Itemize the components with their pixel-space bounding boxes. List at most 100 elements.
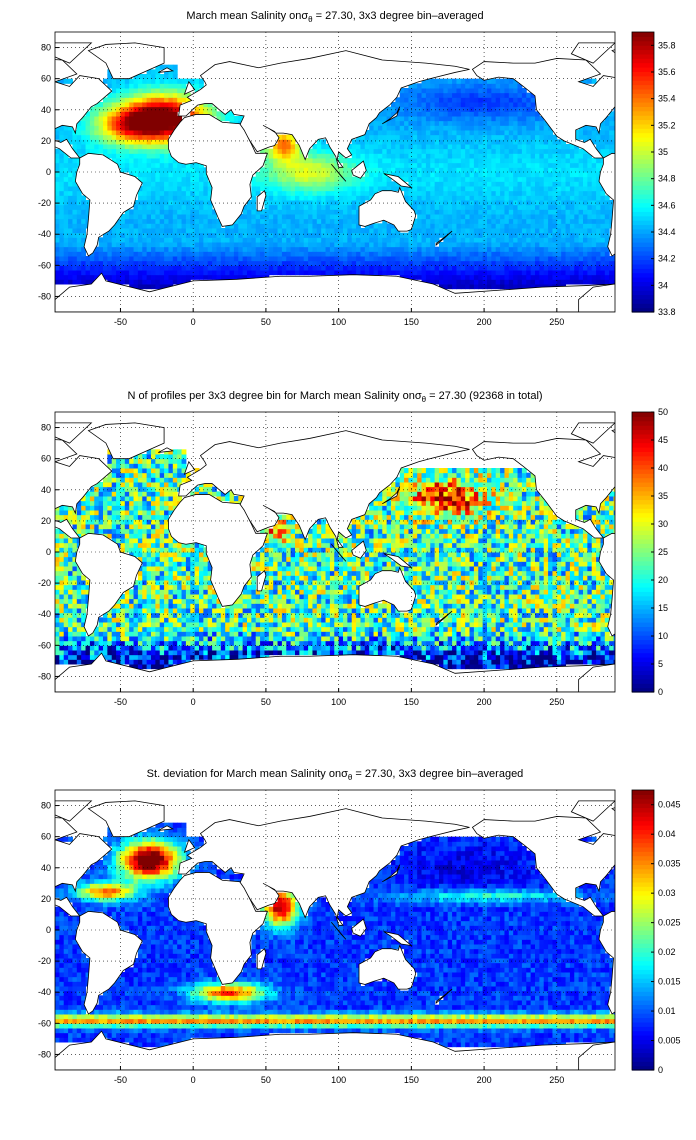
colorbar-tick-label: 5 — [658, 659, 663, 669]
y-tick-label: 0 — [46, 547, 51, 557]
y-tick-label: -80 — [38, 291, 51, 301]
coastlines — [55, 422, 615, 692]
y-tick-label: 80 — [41, 43, 51, 53]
x-tick-label: 50 — [261, 317, 271, 327]
y-tick-label: -40 — [38, 987, 51, 997]
grid-lines — [55, 790, 615, 1070]
colorbar-tick-label: 35.2 — [658, 120, 676, 130]
colorbar: 33.8 34 34.2 34.4 34.6 34.8 35 35.2 35.4 35.6 35.8 — [631, 31, 676, 317]
colorbar-tick-label: 35.4 — [658, 94, 676, 104]
colorbar-tick-label: 34 — [658, 280, 668, 290]
colorbar-tick-label: 35.6 — [658, 67, 676, 77]
colorbar-tick-label: 0.015 — [658, 977, 681, 987]
map-chart-svg: -50 0 50 100 150 200 250 -80 -60 -40 -20 0 20 40 60 80 3… — [38, 31, 676, 327]
colorbar-tick-label: 0.035 — [658, 859, 681, 869]
map-panel-3: St. deviation for March mean Salinity on… — [0, 768, 696, 1100]
x-tick-label: 0 — [191, 317, 196, 327]
x-tick-label: 100 — [331, 317, 346, 327]
y-tick-label: 40 — [41, 863, 51, 873]
y-tick-label: 80 — [41, 423, 51, 433]
colorbar-tick-label: 45 — [658, 435, 668, 445]
colorbar: 0 5 10 15 20 25 30 35 40 45 50 — [631, 407, 668, 697]
colorbar-tick-label: 34.4 — [658, 227, 676, 237]
y-tick-label: -20 — [38, 956, 51, 966]
y-tick-label: 40 — [41, 105, 51, 115]
y-tick-label: -60 — [38, 1018, 51, 1028]
y-tick-label: -60 — [38, 260, 51, 270]
colorbar-tick-label: 0.005 — [658, 1036, 681, 1046]
y-tick-label: 40 — [41, 485, 51, 495]
colorbar-tick-label: 10 — [658, 631, 668, 641]
colorbar-tick-label: 20 — [658, 575, 668, 585]
x-tick-label: 200 — [477, 1075, 492, 1085]
y-tick-label: -20 — [38, 578, 51, 588]
map-panel-2: N of profiles per 3x3 degree bin for Mar… — [0, 390, 696, 722]
grid-lines — [55, 32, 615, 312]
colorbar-tick-label: 0.04 — [658, 829, 676, 839]
colorbar-tick-label: 34.6 — [658, 200, 676, 210]
y-tick-label: -40 — [38, 609, 51, 619]
colorbar-tick-label: 0.045 — [658, 800, 681, 810]
colorbar-tick-label: 0.025 — [658, 918, 681, 928]
x-tick-label: 150 — [404, 697, 419, 707]
map-panel-1: March mean Salinity onσθ = 27.30, 3x3 de… — [0, 10, 696, 342]
x-tick-label: -50 — [114, 1075, 127, 1085]
colorbar-tick-label: 25 — [658, 547, 668, 557]
colorbar-tick-label: 34.8 — [658, 174, 676, 184]
colorbar-tick-label: 0 — [658, 687, 663, 697]
y-tick-label: -20 — [38, 198, 51, 208]
colorbar-tick-label: 30 — [658, 519, 668, 529]
data-cells — [55, 449, 615, 670]
colorbar-tick-label: 50 — [658, 407, 668, 417]
y-tick-label: 0 — [46, 167, 51, 177]
y-tick-label: 20 — [41, 516, 51, 526]
colorbar-tick-label: 15 — [658, 603, 668, 613]
y-tick-label: 20 — [41, 136, 51, 146]
x-tick-label: 250 — [549, 697, 564, 707]
x-tick-label: -50 — [114, 317, 127, 327]
y-tick-label: -80 — [38, 671, 51, 681]
x-tick-label: 0 — [191, 1075, 196, 1085]
x-tick-label: 250 — [549, 1075, 564, 1085]
y-tick-label: -80 — [38, 1049, 51, 1059]
x-tick-label: 200 — [477, 317, 492, 327]
chart-title: March mean Salinity onσθ = 27.30, 3x3 de… — [186, 10, 484, 25]
colorbar-tick-label: 35.8 — [658, 40, 676, 50]
x-tick-label: 0 — [191, 697, 196, 707]
coastlines — [55, 800, 615, 1070]
colorbar-tick-label: 0 — [658, 1065, 663, 1075]
map-chart-svg: -50 0 50 100 150 200 250-80-60-40-200204060800… — [38, 407, 668, 707]
grid-lines — [55, 412, 615, 692]
colorbar: 0 0.005 0.01 0.015 0.02 0.025 0.03 0.035 0.04 0.0… — [631, 789, 681, 1075]
colorbar-tick-label: 34.2 — [658, 254, 676, 264]
coastlines — [55, 42, 615, 312]
data-cells — [55, 822, 615, 1048]
x-tick-label: 200 — [477, 697, 492, 707]
x-tick-label: 250 — [549, 317, 564, 327]
y-tick-label: 60 — [41, 74, 51, 84]
colorbar-tick-label: 35 — [658, 147, 668, 157]
y-tick-label: 60 — [41, 832, 51, 842]
x-tick-label: 150 — [404, 317, 419, 327]
colorbar-tick-label: 0.01 — [658, 1006, 676, 1016]
map-chart-svg: -50 0 50 100 150 200 250 -80 -60 -40 -20 0 20 40 60 80 0… — [38, 789, 681, 1085]
x-tick-label: 50 — [261, 697, 271, 707]
y-tick-label: 20 — [41, 894, 51, 904]
colorbar-tick-label: 0.03 — [658, 888, 676, 898]
y-tick-label: -60 — [38, 640, 51, 650]
colorbar-tick-label: 40 — [658, 463, 668, 473]
y-tick-label: -40 — [38, 229, 51, 239]
colorbar-tick-label: 35 — [658, 491, 668, 501]
chart-title: St. deviation for March mean Salinity on… — [146, 768, 524, 783]
data-cells — [55, 64, 615, 290]
x-tick-label: 100 — [331, 697, 346, 707]
x-tick-label: 150 — [404, 1075, 419, 1085]
x-tick-label: -50 — [114, 697, 127, 707]
colorbar-tick-label: 0.02 — [658, 947, 676, 957]
x-tick-label: 100 — [331, 1075, 346, 1085]
x-tick-label: 50 — [261, 1075, 271, 1085]
y-tick-label: 80 — [41, 801, 51, 811]
y-tick-label: 60 — [41, 454, 51, 464]
chart-title: N of profiles per 3x3 degree bin for Mar… — [127, 390, 543, 405]
y-tick-label: 0 — [46, 925, 51, 935]
